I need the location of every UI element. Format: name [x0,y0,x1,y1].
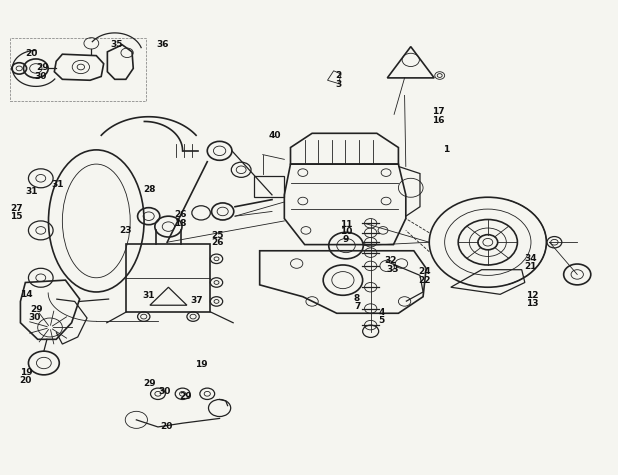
Text: 35: 35 [111,40,123,49]
Text: 10: 10 [340,228,352,237]
Text: 14: 14 [20,290,33,299]
Text: 32: 32 [384,256,397,265]
Text: 30: 30 [35,72,47,81]
Text: 25: 25 [211,231,224,239]
Text: 12: 12 [526,291,538,300]
Text: 24: 24 [418,267,431,276]
Text: 20: 20 [25,49,38,58]
Text: 11: 11 [340,220,352,229]
Bar [127,244,210,312]
Text: 7: 7 [354,302,360,311]
Text: 17: 17 [432,107,445,116]
Text: 29: 29 [143,379,156,388]
Text: 33: 33 [386,265,399,274]
Text: 40: 40 [268,131,281,140]
Text: 16: 16 [432,115,445,124]
Text: 34: 34 [525,254,537,263]
Text: 29: 29 [30,305,43,314]
Text: 20: 20 [160,422,172,431]
Text: 19: 19 [20,368,33,377]
Text: 31: 31 [51,180,64,189]
Text: 1: 1 [442,145,449,154]
Text: 29: 29 [179,392,192,400]
Text: 20: 20 [19,376,32,385]
Text: 9: 9 [343,235,349,244]
Text: 4: 4 [379,308,385,317]
Text: 26: 26 [211,238,224,247]
Text: 37: 37 [190,295,203,304]
Text: 13: 13 [526,299,538,308]
Text: 21: 21 [525,262,537,271]
Text: 8: 8 [354,294,360,303]
Text: 23: 23 [119,226,132,235]
Text: 31: 31 [25,187,38,196]
Text: 30: 30 [28,313,41,322]
Text: 18: 18 [174,219,187,228]
Text: 29: 29 [36,64,49,73]
Text: 26: 26 [174,210,187,219]
Text: 19: 19 [195,360,208,369]
Text: 22: 22 [418,276,431,285]
Text: 5: 5 [379,316,385,325]
Text: 31: 31 [142,291,155,300]
Text: 36: 36 [156,40,169,49]
Text: 2: 2 [336,71,342,80]
Text: 3: 3 [336,79,342,88]
Text: 27: 27 [11,204,23,213]
Text: 15: 15 [11,212,23,221]
Text: 30: 30 [159,387,171,396]
Text: 28: 28 [143,185,156,194]
